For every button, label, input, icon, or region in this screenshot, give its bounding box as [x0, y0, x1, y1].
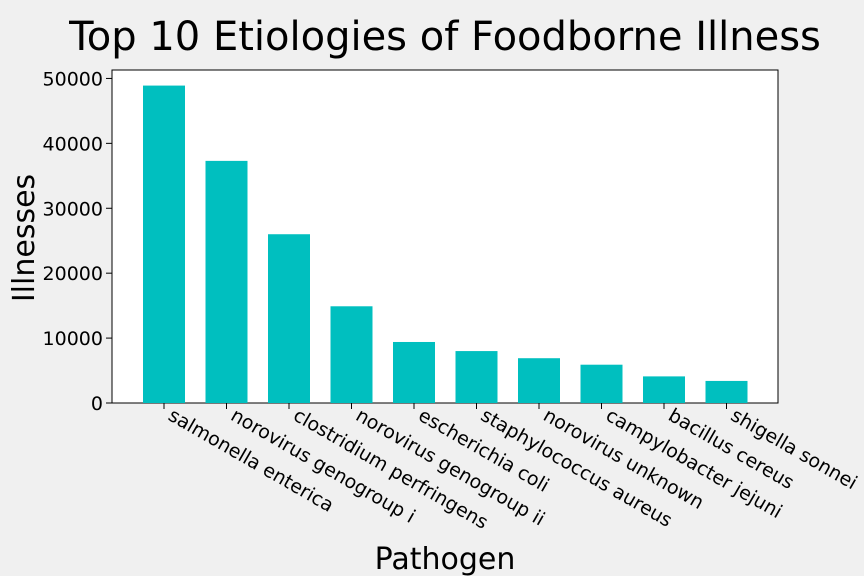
bars-group: [143, 85, 748, 403]
x-axis-label: Pathogen: [375, 542, 516, 576]
bar-7: [580, 364, 623, 403]
bar-5: [455, 351, 498, 403]
y-tick-label-2: 20000: [43, 263, 103, 285]
bar-3: [330, 306, 373, 403]
y-tick-label-1: 10000: [43, 328, 103, 350]
bar-0: [143, 85, 185, 403]
y-tick-label-0: 0: [91, 393, 103, 415]
y-tick-label-3: 30000: [43, 198, 103, 220]
bar-6: [518, 358, 560, 403]
chart-title: Top 10 Etiologies of Foodborne Illness: [68, 14, 821, 60]
y-axis-ticks: 0 10000 20000 30000 40000 50000: [43, 68, 112, 415]
y-tick-label-5: 50000: [43, 68, 103, 90]
bar-1: [205, 160, 248, 403]
y-tick-label-4: 40000: [43, 133, 103, 155]
bar-4: [393, 341, 435, 403]
bar-9: [705, 380, 748, 403]
y-axis-label: Illnesses: [7, 174, 42, 302]
bar-2: [268, 234, 310, 403]
bar-8: [643, 376, 685, 403]
